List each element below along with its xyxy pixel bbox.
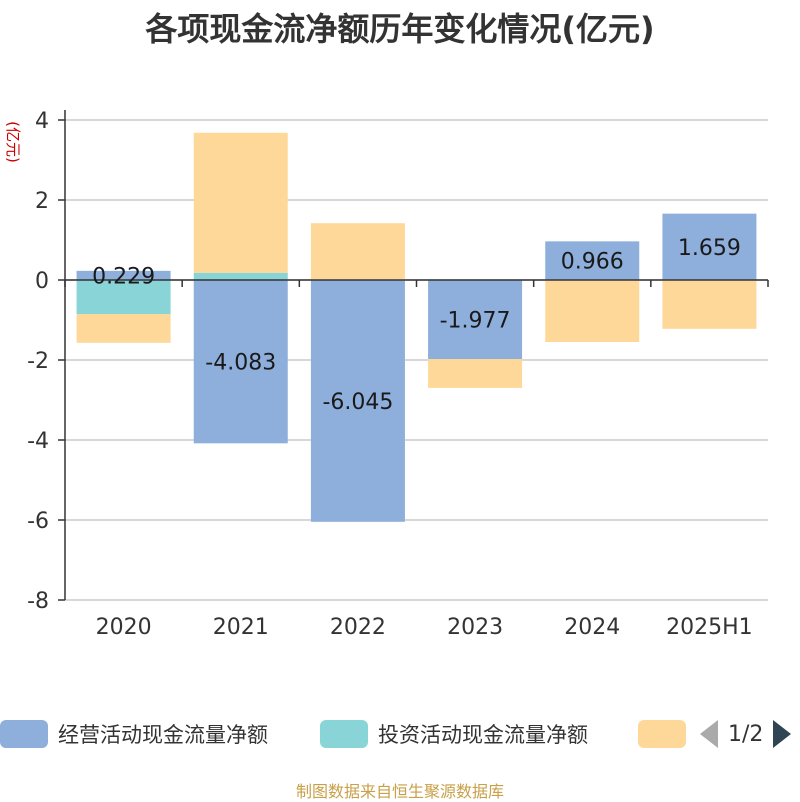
x-tick-label-2024: 2024 <box>564 615 620 640</box>
x-tick-label-2025H1: 2025H1 <box>666 615 753 640</box>
legend-label-investing: 投资活动现金流量净额 <box>378 723 588 747</box>
x-tick-label-2020: 2020 <box>96 615 152 640</box>
bar-s2-2022 <box>310 223 405 280</box>
legend-item-operating[interactable]: 经营活动现金流量净额 <box>0 716 268 752</box>
data-label-2020: 0.229 <box>92 264 155 289</box>
x-tick-label-2021: 2021 <box>213 615 269 640</box>
bar-s2-2020 <box>76 314 171 343</box>
data-label-2023: -1.977 <box>440 309 511 334</box>
x-tick-label-2022: 2022 <box>330 615 386 640</box>
bar-s2-2025H1 <box>662 280 757 329</box>
chart-title: 各项现金流净额历年变化情况(亿元) <box>145 10 655 48</box>
y-axis-label: (亿元) <box>4 121 22 163</box>
data-label-2022: -6.045 <box>322 390 393 415</box>
data-label-2024: 0.966 <box>561 250 624 275</box>
y-tick-label-0: 4 <box>35 109 49 134</box>
pager-prev-icon[interactable] <box>700 720 718 748</box>
legend: 经营活动现金流量净额 投资活动现金流量净额 1/2 <box>0 716 800 752</box>
legend-item-financing[interactable] <box>638 716 696 752</box>
bar-s0-2024 <box>545 241 640 280</box>
legend-pager: 1/2 <box>700 716 792 752</box>
bar-s0-2022 <box>310 280 405 522</box>
bar-s0-2021 <box>193 280 288 444</box>
bar-s2-2024 <box>545 280 640 342</box>
bar-s2-2021 <box>193 132 288 273</box>
legend-swatch-financing <box>638 720 686 748</box>
data-label-2025H1: 1.659 <box>678 236 741 261</box>
bar-s1-2020 <box>76 280 171 314</box>
legend-label-operating: 经营活动现金流量净额 <box>58 723 268 747</box>
bar-s2-2023 <box>428 359 523 388</box>
bar-s0-2023 <box>428 280 523 360</box>
y-tick-label-4: -4 <box>27 429 49 454</box>
legend-swatch-operating <box>0 720 48 748</box>
x-tick-label-2023: 2023 <box>447 615 503 640</box>
y-tick-label-2: 0 <box>35 269 49 294</box>
legend-swatch-investing <box>320 720 368 748</box>
y-tick-label-5: -6 <box>27 509 49 534</box>
pager-text: 1/2 <box>728 721 764 747</box>
pager-next-icon[interactable] <box>773 720 792 748</box>
y-tick-label-3: -2 <box>27 349 49 374</box>
data-label-2021: -4.083 <box>205 351 276 376</box>
legend-item-investing[interactable]: 投资活动现金流量净额 <box>320 716 588 752</box>
bar-s0-2025H1 <box>662 213 757 280</box>
bar-s1-2021 <box>193 272 288 280</box>
y-tick-label-6: -8 <box>27 589 49 614</box>
y-tick-label-1: 2 <box>35 189 49 214</box>
source-note: 制图数据来自恒生聚源数据库 <box>295 782 504 801</box>
bar-s0-2020 <box>76 270 171 280</box>
